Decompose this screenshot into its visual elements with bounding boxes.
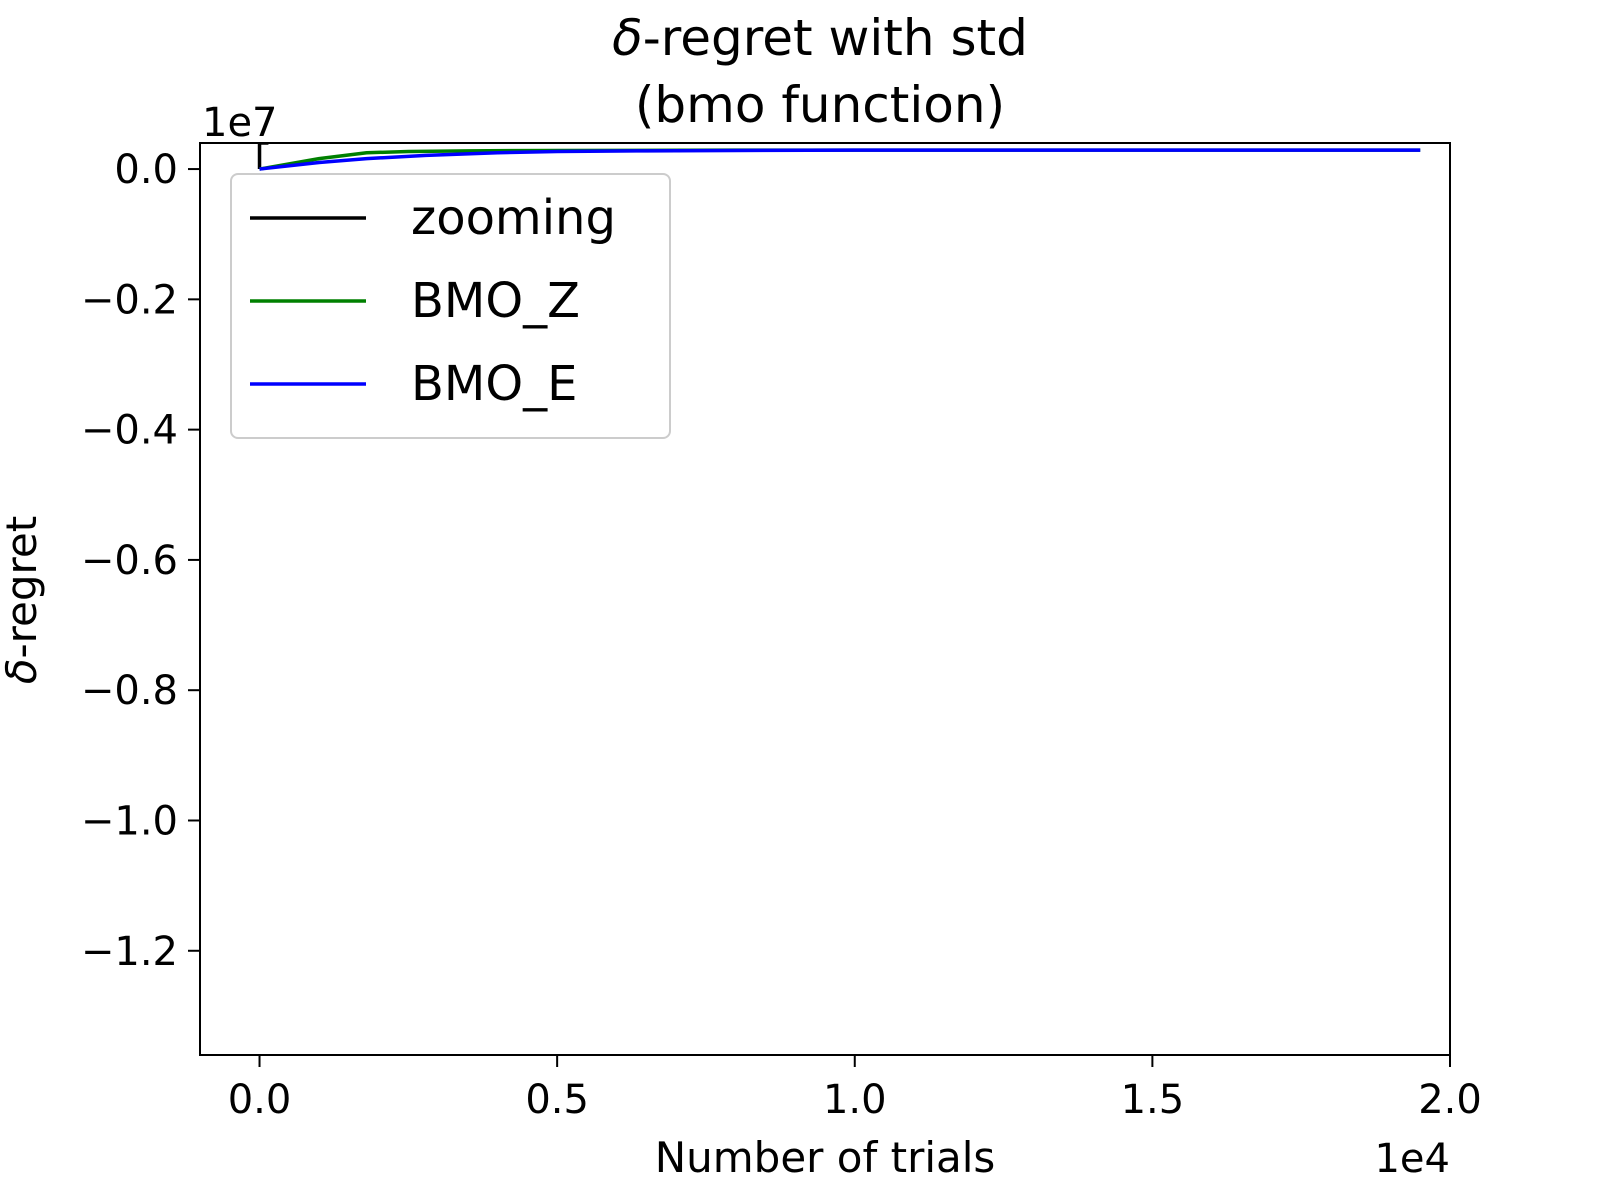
series-line-zooming [257,143,269,170]
y-tick-label: 0.0 [114,147,178,193]
x-offset-label: 1e4 [1374,1136,1450,1182]
legend-items: zooming BMO_Z BMO_E [250,190,616,412]
legend-frame [230,173,671,439]
x-tick-label: 2.0 [1418,1077,1482,1123]
y-tick-label: −0.8 [81,668,178,714]
title-text: -regret with std [643,9,1028,67]
series-line-bmo-e [259,148,1421,171]
y-tick-label: −1.2 [81,929,178,975]
series-layer [257,143,1421,171]
legend: zooming BMO_Z BMO_E [230,173,671,439]
x-tick-label: 0.0 [228,1077,292,1123]
plot-frame [199,142,1451,1056]
x-tick-label: 0.5 [525,1077,589,1123]
x-axis-label: Number of trials [655,1133,996,1182]
y-tick-label: −0.2 [81,277,178,323]
x-tick-label: 1.0 [823,1077,887,1123]
plot-area: 0.0 0.5 1.0 1.5 2.0 0.0 −0.2 −0.4 −0.6 −0.8 −1.0 −… [81,142,1482,1123]
series-lines [257,143,1421,171]
y-tick-label: −0.4 [81,408,178,454]
legend-label: zooming [411,190,616,246]
y-axis-label: δ-regret [0,516,46,684]
ylabel-text: -regret [0,516,46,659]
x-tick-label: 1.5 [1121,1077,1185,1123]
legend-label: BMO_Z [411,273,580,329]
legend-label: BMO_E [411,356,577,412]
y-axis-ticks: 0.0 −0.2 −0.4 −0.6 −0.8 −1.0 −1.2 [81,147,200,975]
ylabel-delta-symbol: δ [0,658,46,684]
series-line-bmo-z [259,148,1421,171]
title-delta-symbol: δ [612,9,643,67]
y-tick-label: −1.0 [81,798,178,844]
chart-title-line2: (bmo function) [635,76,1005,134]
y-offset-label: 1e7 [202,100,278,146]
x-axis-ticks: 0.0 0.5 1.0 1.5 2.0 [228,1055,1482,1123]
chart-title-line1: δ-regret with std [612,9,1028,67]
y-tick-label: −0.6 [81,538,178,584]
